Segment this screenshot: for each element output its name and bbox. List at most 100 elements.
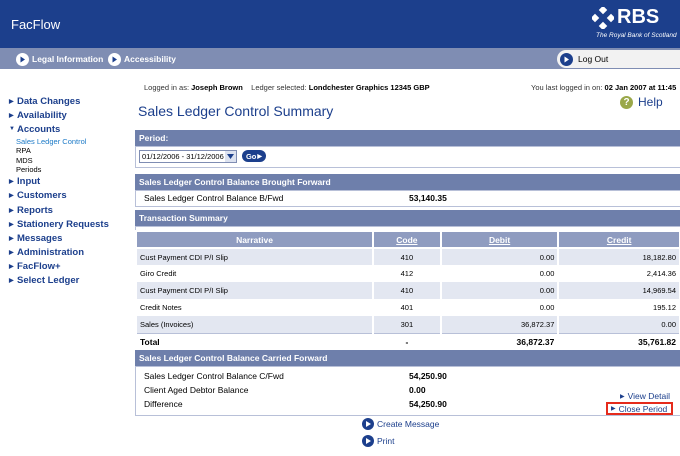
carried-forward-header: Sales Ledger Control Balance Carried For… bbox=[135, 350, 680, 366]
column-header-credit[interactable]: Credit bbox=[557, 230, 680, 249]
narrative-cell: Sales (Invoices) bbox=[135, 316, 374, 333]
total-credit: 35,761.82 bbox=[557, 332, 680, 350]
table-row: Cust Payment CDI P/I Slip 410 0.00 18,18… bbox=[135, 248, 680, 265]
user-name: Joseph Brown bbox=[191, 83, 243, 92]
total-row: Total - 36,872.37 35,761.82 bbox=[135, 332, 680, 350]
carried-forward-heading: Sales Ledger Control Balance Carried For… bbox=[139, 353, 328, 363]
aged-debtor-label: Client Aged Debtor Balance bbox=[144, 385, 249, 395]
arrow-right-icon: ▶ bbox=[9, 221, 14, 228]
total-debit: 36,872.37 bbox=[439, 332, 560, 350]
narrative-cell: Cust Payment CDI P/I Slip bbox=[135, 248, 374, 265]
sidebar-item-facflow-plus[interactable]: ▶ FacFlow+ bbox=[9, 260, 129, 274]
top-nav-bar: Legal Information Accessibility bbox=[0, 48, 680, 69]
create-message-label: Create Message bbox=[377, 419, 440, 429]
sidebar-item-label: FacFlow+ bbox=[17, 261, 61, 273]
legal-information-label: Legal Information bbox=[32, 54, 104, 64]
sidebar-item-label: Customers bbox=[17, 190, 67, 202]
accessibility-label: Accessibility bbox=[124, 54, 176, 64]
legal-information-link[interactable]: Legal Information bbox=[16, 51, 103, 67]
arrow-right-icon bbox=[560, 52, 573, 66]
view-detail-link[interactable]: ▶ View Detail bbox=[620, 391, 670, 401]
period-panel bbox=[135, 146, 680, 168]
sidebar-item-data-changes[interactable]: ▶ Data Changes bbox=[9, 94, 129, 108]
question-icon: ? bbox=[620, 95, 633, 109]
code-cell: 401 bbox=[371, 299, 442, 316]
sidebar-item-label: Select Ledger bbox=[17, 275, 80, 287]
total-code: - bbox=[371, 332, 442, 350]
rbs-logo: RBS The Royal Bank of Scotland bbox=[592, 6, 677, 41]
sidebar-item-accounts[interactable]: ▼ Accounts bbox=[9, 122, 129, 136]
close-period-link[interactable]: ▶ Close Period bbox=[606, 402, 674, 415]
create-message-button[interactable]: Create Message bbox=[362, 418, 439, 430]
column-header-debit[interactable]: Debit bbox=[439, 230, 560, 249]
credit-cell: 195.12 bbox=[557, 299, 680, 316]
arrow-right-icon bbox=[108, 52, 121, 66]
arrow-right-icon: ▶ bbox=[9, 179, 14, 186]
sidebar: ▶ Data Changes ▶ Availability ▼ Accounts Sa… bbox=[9, 94, 129, 288]
arrow-right-icon: ▶ bbox=[9, 207, 14, 214]
app-title: FacFlow bbox=[11, 17, 61, 32]
close-period-label: Close Period bbox=[618, 403, 668, 414]
transaction-summary-header: Transaction Summary bbox=[135, 210, 680, 226]
difference-value: 54,250.90 bbox=[409, 399, 447, 409]
chevron-down-icon bbox=[225, 151, 236, 162]
period-label: Period: bbox=[139, 133, 169, 143]
period-select[interactable]: 01/12/2006 - 31/12/2006 bbox=[139, 150, 237, 163]
page-title: Sales Ledger Control Summary bbox=[138, 103, 334, 119]
sidebar-subitem-periods[interactable]: Periods bbox=[16, 165, 42, 175]
accessibility-link[interactable]: Accessibility bbox=[108, 51, 176, 67]
brought-forward-header: Sales Ledger Control Balance Brought For… bbox=[135, 174, 680, 190]
debit-cell: 0.00 bbox=[439, 299, 560, 316]
code-cell: 410 bbox=[371, 248, 442, 265]
period-header: Period: bbox=[135, 130, 680, 146]
sidebar-item-stationery-requests[interactable]: ▶ Stationery Requests bbox=[9, 217, 129, 231]
sidebar-item-label: Reports bbox=[17, 204, 53, 216]
log-out-button[interactable]: Log Out bbox=[557, 50, 680, 68]
sidebar-item-availability[interactable]: ▶ Availability bbox=[9, 108, 129, 122]
sidebar-item-label: Accounts bbox=[17, 123, 61, 135]
table-row: Credit Notes 401 0.00 195.12 bbox=[135, 299, 680, 316]
arrow-right-icon: ▶ bbox=[9, 278, 14, 285]
arrow-right-icon: ▶ bbox=[611, 406, 616, 412]
credit-cell: 14,969.54 bbox=[557, 282, 680, 299]
sidebar-item-label: Stationery Requests bbox=[17, 218, 109, 230]
rbs-daisy-icon bbox=[592, 7, 614, 29]
sidebar-item-administration[interactable]: ▶ Administration bbox=[9, 246, 129, 260]
ledger-label: Ledger selected: bbox=[251, 83, 307, 92]
sidebar-item-label: Messages bbox=[17, 232, 63, 244]
sidebar-subitem-rpa[interactable]: RPA bbox=[16, 146, 31, 156]
sidebar-item-customers[interactable]: ▶ Customers bbox=[9, 189, 129, 203]
print-button[interactable]: Print bbox=[362, 435, 394, 447]
top-header: FacFlow RBS The Royal Bank of Scotland bbox=[0, 0, 680, 48]
sidebar-item-messages[interactable]: ▶ Messages bbox=[9, 231, 129, 245]
transaction-table: Narrative Code Debit Credit Cust Payment… bbox=[135, 230, 680, 350]
arrow-right-icon: ▶ bbox=[257, 153, 263, 160]
narrative-cell: Credit Notes bbox=[135, 299, 374, 316]
table-row: Giro Credit 412 0.00 2,414.36 bbox=[135, 265, 680, 282]
go-label: Go bbox=[245, 151, 257, 161]
arrow-right-icon: ▶ bbox=[620, 393, 625, 400]
code-cell: 301 bbox=[371, 316, 442, 333]
cfwd-label: Sales Ledger Control Balance C/Fwd bbox=[144, 371, 284, 381]
sidebar-item-select-ledger[interactable]: ▶ Select Ledger bbox=[9, 274, 129, 288]
go-button[interactable]: Go ▶ bbox=[242, 150, 266, 162]
difference-label: Difference bbox=[144, 399, 183, 409]
column-header-code[interactable]: Code bbox=[371, 230, 442, 249]
sidebar-subitem-mds[interactable]: MDS bbox=[16, 155, 33, 165]
arrow-right-icon bbox=[362, 435, 374, 447]
sidebar-subitem-sales-ledger-control[interactable]: Sales Ledger Control bbox=[16, 136, 87, 146]
sidebar-item-label: Availability bbox=[17, 109, 67, 121]
log-out-label: Log Out bbox=[578, 54, 609, 64]
carried-forward-panel bbox=[135, 366, 680, 416]
arrow-right-icon bbox=[362, 418, 374, 430]
last-login-value: 02 Jan 2007 at 11:45 bbox=[604, 83, 677, 92]
table-header-row: Narrative Code Debit Credit bbox=[135, 230, 680, 249]
help-link[interactable]: ? Help bbox=[620, 95, 663, 109]
arrow-right-icon: ▶ bbox=[9, 250, 14, 257]
sidebar-item-reports[interactable]: ▶ Reports bbox=[9, 203, 129, 217]
sidebar-item-label: Data Changes bbox=[17, 95, 81, 107]
sidebar-item-label: Input bbox=[17, 176, 41, 188]
period-select-value: 01/12/2006 - 31/12/2006 bbox=[142, 152, 224, 161]
sidebar-item-input[interactable]: ▶ Input bbox=[9, 175, 129, 189]
arrow-right-icon bbox=[16, 52, 29, 66]
